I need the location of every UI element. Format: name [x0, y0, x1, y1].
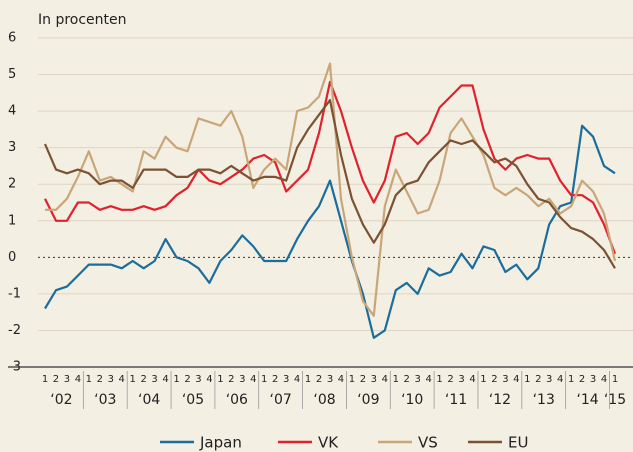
- x-tick-label: 4: [162, 374, 168, 385]
- x-tick-label: 2: [491, 374, 497, 385]
- year-label: ‘15: [604, 392, 626, 408]
- x-tick-label: 1: [393, 374, 399, 385]
- x-tick-label: 3: [458, 374, 464, 385]
- x-tick-label: 4: [250, 374, 256, 385]
- y-tick-label: 5: [8, 67, 16, 82]
- x-tick-label: 1: [42, 374, 48, 385]
- x-tick-label: 3: [502, 374, 508, 385]
- x-tick-label: 3: [590, 374, 596, 385]
- x-tick-label: 1: [349, 374, 355, 385]
- x-tick-label: 1: [568, 374, 574, 385]
- chart-title: In procenten: [38, 12, 127, 28]
- x-tick-label: 3: [108, 374, 114, 385]
- year-label: ‘14: [576, 392, 598, 408]
- x-tick-label: 4: [206, 374, 212, 385]
- y-tick-label: 6: [8, 31, 16, 46]
- x-tick-label: 2: [140, 374, 146, 385]
- x-tick-label: 2: [228, 374, 234, 385]
- x-tick-label: 2: [272, 374, 278, 385]
- x-tick-label: 2: [579, 374, 585, 385]
- x-tick-label: 2: [535, 374, 541, 385]
- y-tick-label: -2: [8, 323, 21, 338]
- year-label: ‘04: [138, 392, 160, 408]
- y-tick-label: 1: [8, 213, 16, 228]
- x-tick-label: 4: [75, 374, 81, 385]
- x-tick-label: 1: [524, 374, 530, 385]
- x-tick-label: 4: [294, 374, 300, 385]
- x-tick-label: 3: [283, 374, 289, 385]
- x-tick-label: 1: [480, 374, 486, 385]
- x-tick-label: 4: [338, 374, 344, 385]
- year-label: ‘07: [270, 392, 292, 408]
- x-tick-label: 2: [53, 374, 59, 385]
- year-label: ‘03: [94, 392, 116, 408]
- series-line: [44, 80, 617, 255]
- x-tick-label: 3: [371, 374, 377, 385]
- x-tick-label: 3: [415, 374, 421, 385]
- year-label: ‘10: [401, 392, 423, 408]
- x-tick-label: 1: [436, 374, 442, 385]
- year-label: ‘09: [357, 392, 379, 408]
- year-label: ‘13: [533, 392, 555, 408]
- legend-label: EU: [508, 434, 528, 452]
- x-tick-label: 1: [305, 374, 311, 385]
- y-tick-label: 4: [8, 104, 16, 119]
- x-tick-label: 2: [404, 374, 410, 385]
- y-tick-label: -1: [8, 286, 21, 301]
- x-tick-label: 3: [239, 374, 245, 385]
- series-line: [43, 99, 616, 269]
- x-tick-label: 4: [425, 374, 431, 385]
- series-line: [45, 62, 617, 317]
- x-tick-label: 2: [360, 374, 366, 385]
- x-tick-label: 1: [130, 374, 136, 385]
- year-label: ‘02: [50, 392, 72, 408]
- x-tick-label: 2: [447, 374, 453, 385]
- year-label: ‘11: [445, 392, 467, 408]
- x-tick-label: 1: [217, 374, 223, 385]
- y-tick-label: 2: [8, 177, 16, 192]
- x-tick-label: 4: [557, 374, 563, 385]
- x-tick-label: 1: [612, 374, 618, 385]
- x-tick-label: 3: [64, 374, 70, 385]
- x-tick-label: 3: [327, 374, 333, 385]
- x-tick-label: 4: [513, 374, 519, 385]
- y-tick-label: 0: [8, 250, 16, 265]
- x-tick-label: 4: [601, 374, 607, 385]
- x-tick-label: 3: [546, 374, 552, 385]
- x-tick-label: 2: [97, 374, 103, 385]
- year-label: ‘12: [489, 392, 511, 408]
- year-label: ‘05: [182, 392, 204, 408]
- series-line: [44, 124, 616, 339]
- x-tick-label: 2: [316, 374, 322, 385]
- year-label: ‘08: [313, 392, 335, 408]
- year-label: ‘06: [226, 392, 248, 408]
- x-tick-label: 4: [469, 374, 475, 385]
- x-tick-label: 4: [119, 374, 125, 385]
- legend-label: VS: [418, 434, 438, 452]
- x-tick-label: 1: [261, 374, 267, 385]
- y-tick-label: 3: [8, 140, 16, 155]
- x-tick-label: 3: [151, 374, 157, 385]
- x-tick-label: 1: [173, 374, 179, 385]
- x-tick-label: 3: [195, 374, 201, 385]
- legend-label: Japan: [199, 434, 242, 452]
- x-tick-label: 1: [86, 374, 92, 385]
- x-tick-label: 2: [184, 374, 190, 385]
- x-tick-label: 4: [382, 374, 388, 385]
- legend-label: VK: [318, 434, 339, 452]
